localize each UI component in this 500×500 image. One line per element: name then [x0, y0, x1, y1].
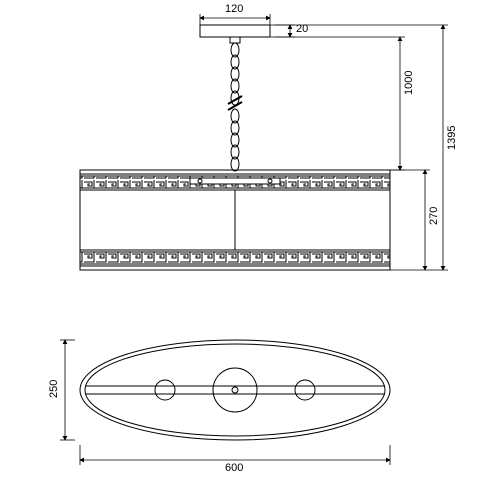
- dim-ceiling-width: 120: [225, 3, 243, 15]
- shade-front-view: [80, 170, 390, 270]
- chain: [228, 43, 242, 171]
- chain-connector: [230, 37, 240, 43]
- dim-ceiling-height: 20: [296, 23, 308, 35]
- dim-total-height: 1395: [446, 126, 458, 150]
- dim-chain-length: 1000: [403, 71, 415, 95]
- dim-shade-height: 270: [428, 207, 440, 225]
- dim-shade-width: 600: [225, 462, 243, 474]
- ceiling-plate: [200, 25, 270, 37]
- shade-bottom-view: [80, 340, 390, 440]
- dim-shade-depth: 250: [48, 380, 60, 398]
- technical-drawing: [0, 0, 500, 500]
